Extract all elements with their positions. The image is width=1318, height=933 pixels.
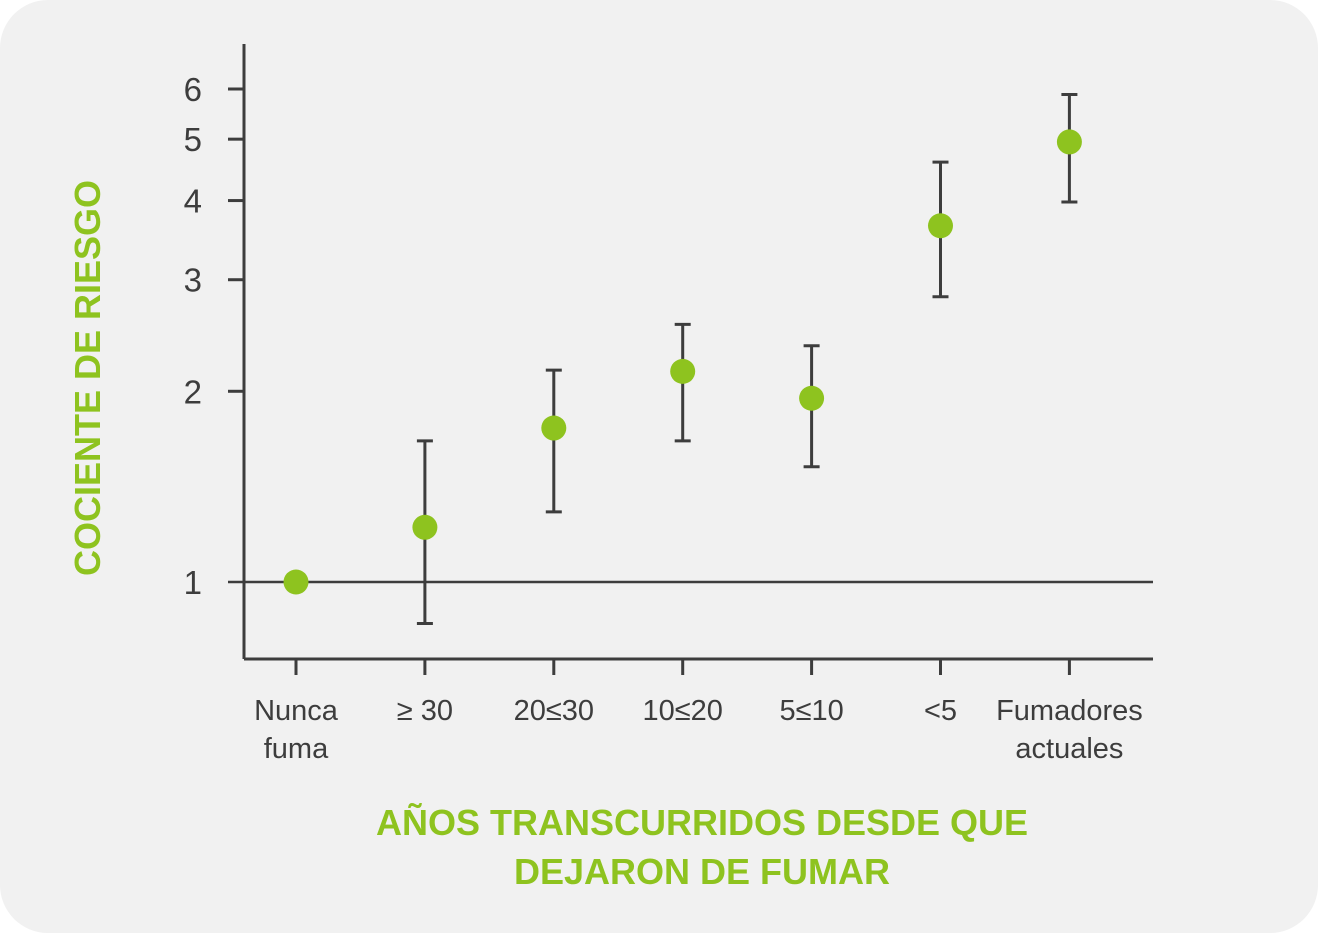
x-axis-title: AÑOS TRANSCURRIDOS DESDE QUE DEJARON DE F… [376,801,1028,892]
y-tick-label: 5 [184,121,202,158]
x-ticks: Nunca fuma ≥ 30 20≤30 10≤20 5≤10 <5 Fumadores ac… [254,659,1143,765]
y-axis-title: COCIENTE DE RIESGO [67,180,108,576]
error-bars [416,93,1078,625]
y-tick-label: 1 [184,564,202,601]
x-tick-label: 10≤20 [642,695,722,727]
data-point [670,358,696,384]
x-tick-label: 20≤30 [514,695,594,727]
data-point [541,415,567,441]
data-points [283,129,1082,595]
y-tick-label: 2 [184,373,202,410]
data-point [928,213,953,239]
x-tick-label: Fumadores actuales [996,695,1143,765]
y-tick-label: 3 [184,262,202,299]
x-tick-label: 5≤10 [779,695,843,727]
error-bar [545,368,562,514]
y-tick-label: 6 [184,71,202,108]
data-point [283,569,309,595]
y-ticks: 1 2 3 4 5 6 [184,71,244,601]
axes [228,44,1153,661]
y-tick-label: 4 [184,183,202,220]
x-tick-label: ≥ 30 [397,695,453,727]
data-point [412,514,438,540]
data-point [799,385,825,411]
data-point [1056,129,1082,155]
x-tick-label: <5 [924,695,957,727]
x-tick-label: Nunca fuma [254,695,339,765]
